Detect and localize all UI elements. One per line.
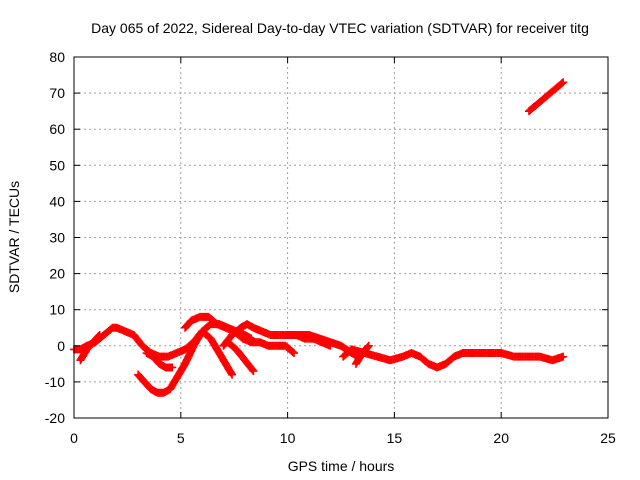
data-point bbox=[559, 78, 568, 87]
data-point bbox=[288, 347, 297, 356]
y-axis-label: SDTVAR / TECUs bbox=[6, 181, 22, 293]
grid-lines bbox=[74, 57, 608, 418]
data-point bbox=[559, 352, 568, 361]
series-track-10 bbox=[351, 341, 373, 368]
data-point bbox=[168, 363, 177, 372]
x-tick-label: 10 bbox=[280, 430, 296, 446]
x-tick-label: 0 bbox=[70, 430, 78, 446]
y-tick-label: 40 bbox=[49, 193, 65, 209]
x-axis-label: GPS time / hours bbox=[288, 458, 395, 474]
y-tick-label: 70 bbox=[49, 85, 65, 101]
data-point bbox=[557, 79, 566, 88]
chart-title: Day 065 of 2022, Sidereal Day-to-day VTE… bbox=[91, 20, 589, 36]
x-tick-label: 20 bbox=[493, 430, 509, 446]
series-track-3 bbox=[134, 327, 237, 397]
y-axis-ticks: -20 -10 0 10 20 30 40 50 60 70 80 bbox=[45, 49, 608, 426]
y-tick-label: -10 bbox=[45, 374, 65, 390]
data-point bbox=[228, 370, 237, 379]
data-point bbox=[95, 330, 104, 339]
series-track-9 bbox=[339, 345, 568, 372]
x-tick-label: 15 bbox=[387, 430, 403, 446]
y-tick-label: 20 bbox=[49, 266, 65, 282]
x-tick-label: 25 bbox=[600, 430, 616, 446]
y-tick-label: 10 bbox=[49, 302, 65, 318]
series-track-7 bbox=[223, 338, 258, 376]
y-tick-label: 0 bbox=[57, 338, 65, 354]
y-tick-label: 50 bbox=[49, 157, 65, 173]
data-point bbox=[363, 342, 372, 351]
series-track-4 bbox=[142, 349, 177, 372]
x-tick-label: 5 bbox=[177, 430, 185, 446]
data-point bbox=[94, 332, 103, 341]
data-point bbox=[249, 367, 258, 376]
x-axis-ticks: 0 5 10 15 20 25 bbox=[70, 57, 616, 446]
data-point bbox=[227, 369, 236, 378]
y-tick-label: 30 bbox=[49, 230, 65, 246]
data-point bbox=[290, 349, 299, 358]
series-track-11 bbox=[524, 78, 568, 116]
data-point bbox=[248, 365, 257, 374]
y-tick-label: 60 bbox=[49, 121, 65, 137]
series-track-2 bbox=[76, 330, 104, 365]
series-track-5 bbox=[181, 312, 299, 358]
data-point bbox=[364, 341, 373, 350]
y-tick-label: 80 bbox=[49, 49, 65, 65]
data-marks bbox=[70, 78, 568, 397]
y-tick-label: -20 bbox=[45, 410, 65, 426]
